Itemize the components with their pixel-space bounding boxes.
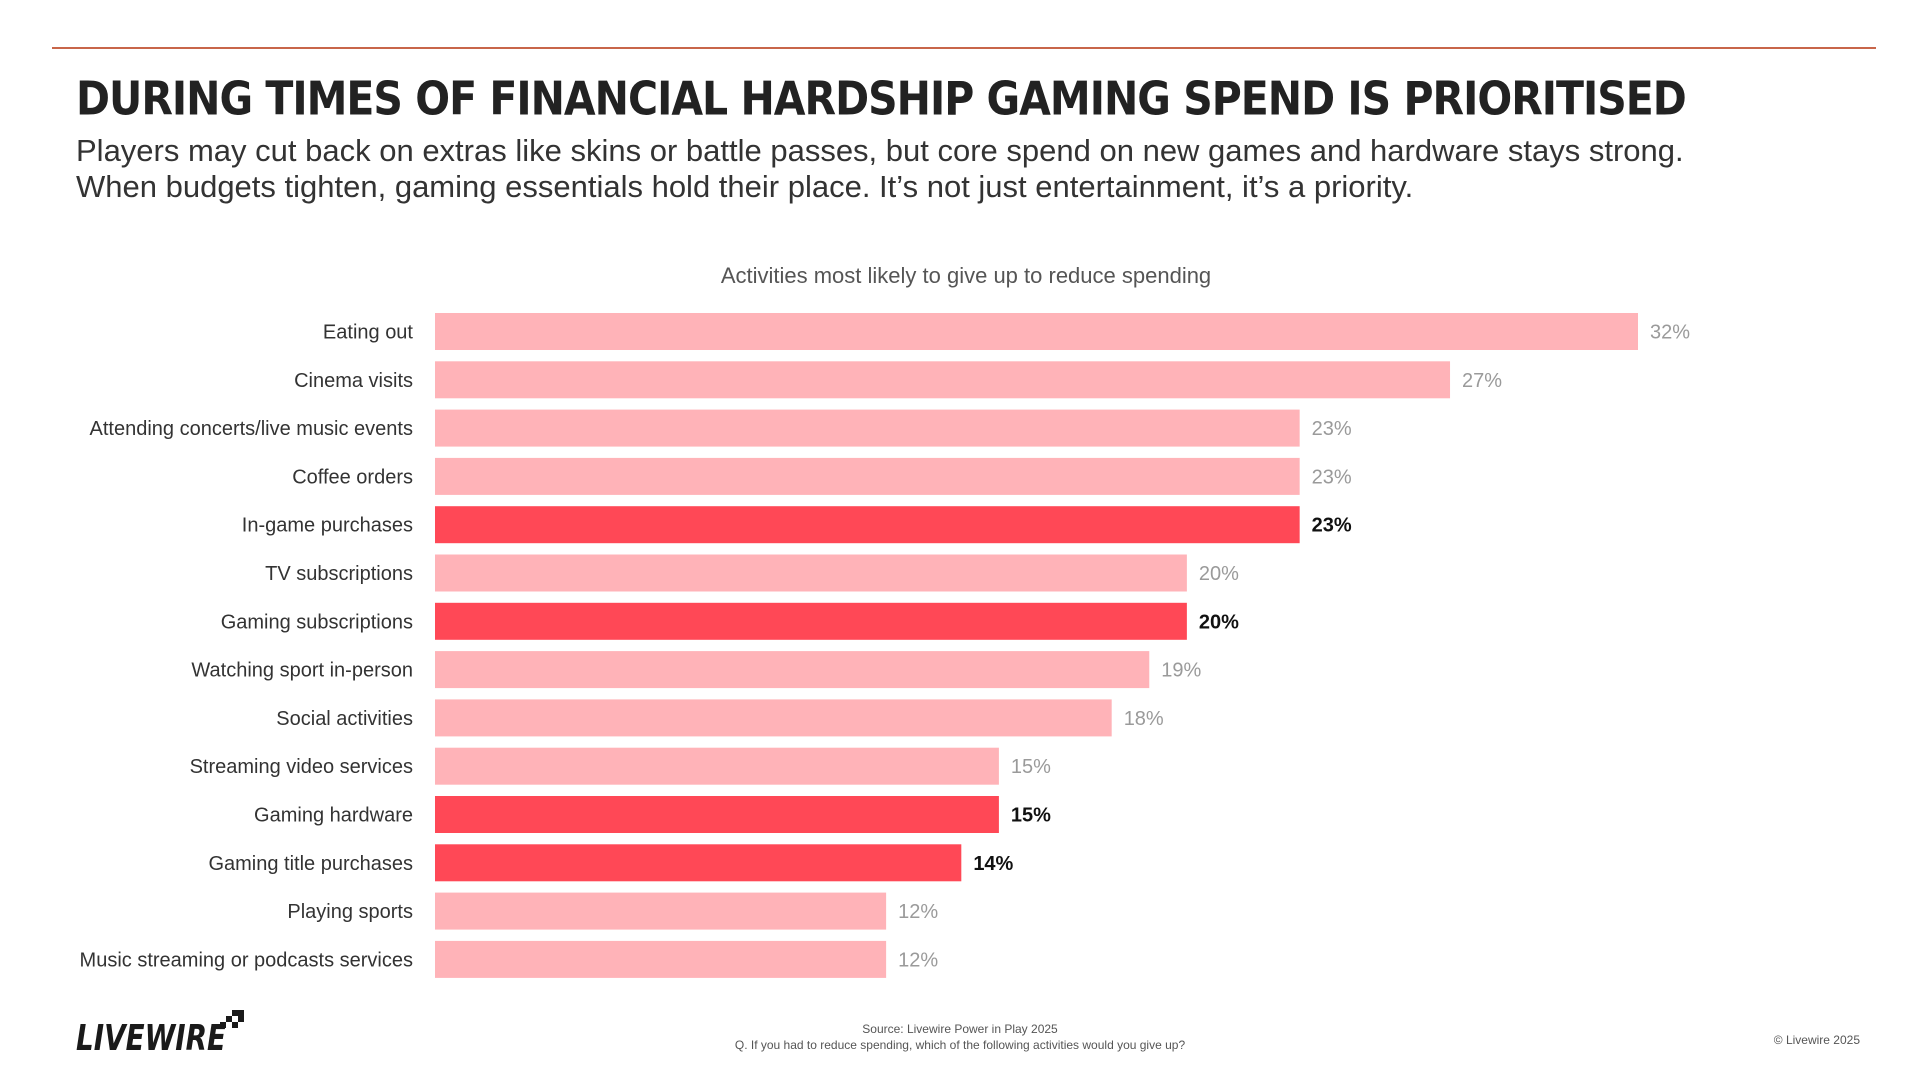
value-label: 12% (898, 949, 938, 971)
value-label: 27% (1462, 370, 1502, 392)
bar-11 (435, 796, 999, 833)
logo-wordmark: LIVEWIRE (76, 1018, 226, 1054)
value-label: 23% (1312, 466, 1352, 488)
category-label: Coffee orders (292, 466, 413, 488)
value-label: 18% (1124, 708, 1164, 730)
category-label: Eating out (323, 322, 414, 344)
bars-group: Eating out 32% Cinema visits 27% Attending c… (80, 313, 1690, 978)
source-line: Source: Livewire Power in Play 2025 (862, 1022, 1058, 1036)
bar-3 (435, 409, 1300, 447)
source-note: Source: Livewire Power in Play 2025 Q. I… (560, 1021, 1360, 1053)
category-label: Cinema visits (294, 370, 413, 392)
value-label: 20% (1199, 611, 1239, 633)
value-label: 15% (1011, 805, 1051, 827)
top-divider (52, 47, 1876, 49)
category-label: Playing sports (287, 901, 413, 923)
bar-8 (435, 651, 1150, 689)
chart-title: Activities most likely to give up to red… (721, 263, 1211, 288)
bar-4 (435, 457, 1300, 495)
bar-7 (435, 602, 1187, 640)
value-label: 19% (1161, 660, 1201, 682)
value-label: 23% (1312, 515, 1352, 537)
category-label: Gaming subscriptions (221, 611, 413, 633)
category-label: Social activities (276, 708, 413, 730)
copyright: © Livewire 2025 (1773, 1033, 1860, 1047)
page-subtitle: Players may cut back on extras like skin… (76, 133, 1684, 204)
bar-14 (435, 940, 887, 978)
bar-13 (435, 892, 887, 930)
category-label: TV subscriptions (265, 563, 413, 585)
value-label: 12% (898, 901, 938, 923)
category-label: Streaming video services (190, 756, 413, 778)
category-label: In-game purchases (242, 515, 413, 537)
bar-2 (435, 361, 1451, 399)
category-label: Attending concerts/live music events (90, 418, 414, 440)
value-label: 23% (1312, 418, 1352, 440)
bar-6 (435, 554, 1187, 592)
livewire-logo: LIVEWIRE (76, 1010, 244, 1054)
category-label: Gaming hardware (254, 805, 413, 827)
bar-12 (435, 844, 962, 882)
bar-10 (435, 747, 999, 785)
bar-5 (435, 506, 1300, 544)
bar-1 (435, 313, 1638, 350)
value-label: 20% (1199, 563, 1239, 585)
category-label: Gaming title purchases (208, 853, 413, 875)
value-label: 14% (973, 853, 1013, 875)
category-label: Music streaming or podcasts services (80, 949, 413, 971)
value-label: 32% (1650, 322, 1690, 344)
page-title: DURING TIMES OF FINANCIAL HARDSHIP GAMIN… (76, 72, 1687, 126)
logo-pixel-mark (220, 1010, 244, 1028)
bar-9 (435, 699, 1112, 737)
category-label: Watching sport in-person (191, 660, 413, 682)
value-label: 15% (1011, 756, 1051, 778)
survey-question: Q. If you had to reduce spending, which … (734, 1038, 1186, 1052)
